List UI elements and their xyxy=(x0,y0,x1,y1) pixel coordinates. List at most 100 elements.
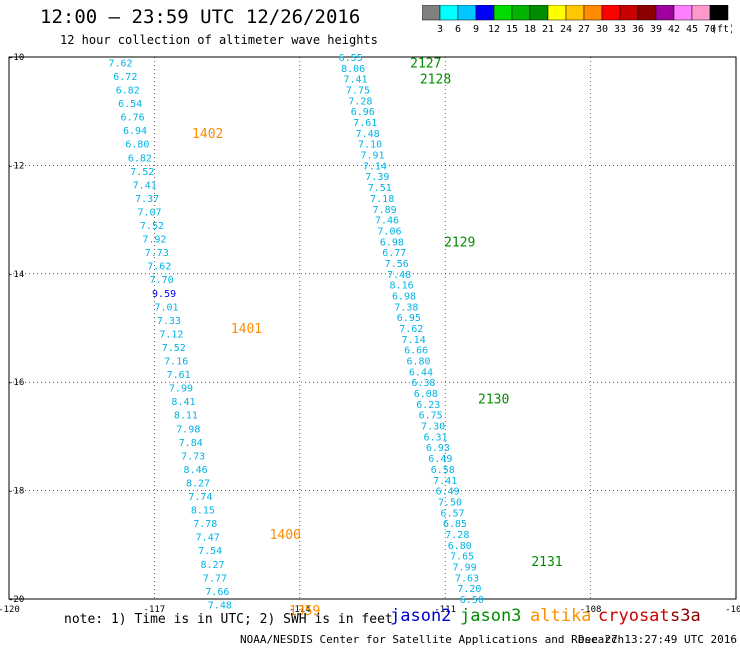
swh-label: 7.48 xyxy=(356,129,380,140)
map-frame xyxy=(8,56,737,600)
swh-label: 6.55 xyxy=(339,53,363,64)
legend-s3a: s3a xyxy=(670,606,701,626)
swh-label: 7.41 xyxy=(433,476,457,487)
swh-label: 6.82 xyxy=(128,153,152,164)
pass-time-label: 2130 xyxy=(478,392,509,407)
swh-label: 6.08 xyxy=(414,389,438,400)
colorbar-label: 12 xyxy=(488,24,500,35)
swh-label: 7.52 xyxy=(162,343,186,354)
pass-time-label: 1359 xyxy=(289,604,320,615)
swh-label: 7.61 xyxy=(353,118,377,129)
lon-tick-label: -117 xyxy=(144,605,166,615)
swh-label: 8.15 xyxy=(191,506,215,517)
swh-label: 7.61 xyxy=(167,370,191,381)
colorbar-label: 21 xyxy=(542,24,554,35)
swh-label: 7.37 xyxy=(135,194,159,205)
swh-label: 7.07 xyxy=(138,207,162,218)
colorbar-label: 15 xyxy=(506,24,518,35)
swh-label: 7.41 xyxy=(133,180,157,191)
colorbar-label: 30 xyxy=(596,24,608,35)
colorbar-label: 27 xyxy=(578,24,590,35)
swh-label: 6.58 xyxy=(431,465,455,476)
colorbar-label: 42 xyxy=(668,24,680,35)
swh-label: 8.46 xyxy=(184,465,208,476)
lat-tick-label: -10 xyxy=(8,53,24,63)
colorbar-label: 3 xyxy=(437,24,443,35)
swh-label: 7.14 xyxy=(402,335,426,346)
swh-label: 7.06 xyxy=(377,226,401,237)
swh-label: 6.31 xyxy=(423,432,447,443)
swh-label: 7.14 xyxy=(363,161,387,172)
legend-jason3: jason3 xyxy=(460,606,522,626)
swh-label: 6.57 xyxy=(440,508,464,519)
swh-label: 6.80 xyxy=(448,541,472,552)
swh-label: 6.82 xyxy=(116,86,140,97)
swh-label: 6.93 xyxy=(426,443,450,454)
swh-label: 8.27 xyxy=(186,478,210,489)
swh-label: 7.56 xyxy=(385,259,409,270)
swh-label: 7.12 xyxy=(159,329,183,340)
swh-label: 6.49 xyxy=(428,454,452,465)
swh-label: 8.27 xyxy=(201,560,225,571)
swh-label: 7.48 xyxy=(387,270,411,281)
swh-label: 7.28 xyxy=(445,530,469,541)
swh-label: 7.16 xyxy=(164,357,188,368)
lat-tick-label: -18 xyxy=(8,487,24,497)
swh-label: 7.89 xyxy=(373,205,397,216)
colorbar-label: (ft) xyxy=(711,24,732,35)
swh-label: 7.99 xyxy=(169,384,193,395)
swh-label: 6.75 xyxy=(419,411,443,422)
swh-label: 7.52 xyxy=(140,221,164,232)
swh-label: 7.74 xyxy=(188,492,212,503)
swh-label: 7.62 xyxy=(147,262,171,273)
swh-label: 7.39 xyxy=(365,172,389,183)
swh-label: 7.99 xyxy=(453,562,477,573)
legend-cryosat: cryosat xyxy=(598,606,670,626)
swh-label: 8.41 xyxy=(171,397,195,408)
swh-label: 6.95 xyxy=(397,313,421,324)
lon-tick-label: -111 xyxy=(434,605,456,615)
swh-label: 7.48 xyxy=(208,600,232,611)
swh-label: 7.62 xyxy=(108,58,132,69)
footer-timestamp: Dec 27 13:27:49 UTC 2016 xyxy=(578,633,737,646)
swh-label: 7.78 xyxy=(193,519,217,530)
swh-label: 7.33 xyxy=(157,316,181,327)
swh-label: 6.72 xyxy=(113,72,137,83)
swh-label: 7.46 xyxy=(375,216,399,227)
swh-label: 6.66 xyxy=(404,346,428,357)
swh-label: 6.96 xyxy=(351,107,375,118)
swh-label: 7.54 xyxy=(198,546,222,557)
lon-tick-label: -105 xyxy=(725,605,740,615)
pass-time-label: 1402 xyxy=(192,127,223,142)
swh-label: 6.80 xyxy=(406,357,430,368)
swh-label: 7.92 xyxy=(142,235,166,246)
swh-label: 7.70 xyxy=(150,275,174,286)
swh-label: 7.77 xyxy=(203,573,227,584)
swh-label: 6.54 xyxy=(118,99,142,110)
colorbar-label: 9 xyxy=(473,24,479,35)
swh-label: 7.30 xyxy=(421,422,445,433)
colorbar-label: 39 xyxy=(650,24,662,35)
swh-label: 6.77 xyxy=(382,248,406,259)
swh-label: 7.51 xyxy=(368,183,392,194)
colorbar-label: 24 xyxy=(560,24,572,35)
swh-label: 7.41 xyxy=(343,75,367,86)
swh-label: 8.16 xyxy=(390,281,414,292)
swh-label: 6.44 xyxy=(409,367,433,378)
pass-time-label: 2128 xyxy=(420,73,451,88)
swh-label: 6.38 xyxy=(411,378,435,389)
swh-label: 8.06 xyxy=(341,64,365,75)
lat-tick-label: -20 xyxy=(8,595,24,605)
legend-altika: altika xyxy=(530,606,592,626)
swh-label: 6.49 xyxy=(436,487,460,498)
swh-label: 7.66 xyxy=(205,587,229,598)
colorbar-label: 6 xyxy=(455,24,461,35)
lon-tick-label: -120 xyxy=(0,605,20,615)
pass-time-label: 2129 xyxy=(444,235,475,250)
legend-jason2: jason2 xyxy=(390,606,452,626)
lat-tick-label: -16 xyxy=(8,378,24,388)
note-text: note: 1) Time is in UTC; 2) SWH is in fe… xyxy=(64,612,393,627)
pass-time-label: 1401 xyxy=(231,322,262,337)
swh-label: 7.50 xyxy=(438,497,462,508)
